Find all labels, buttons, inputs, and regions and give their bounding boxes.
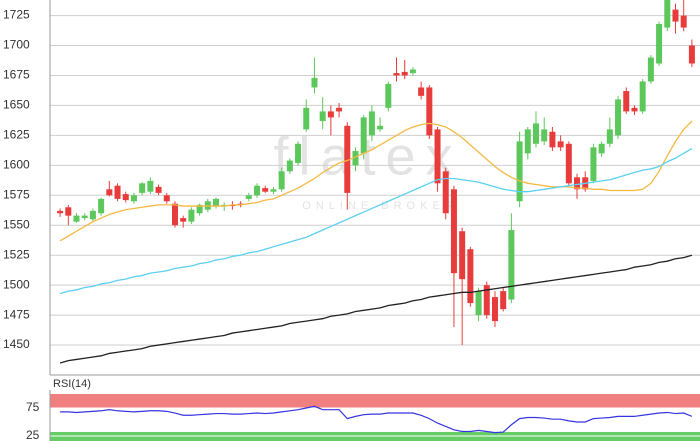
candle-body — [606, 129, 613, 144]
candle-body — [114, 185, 121, 199]
y-tick-label: 1475 — [3, 307, 30, 321]
candle-body — [213, 198, 219, 207]
candle-body — [467, 249, 474, 304]
candle-body — [533, 123, 539, 144]
candle-body — [65, 207, 72, 216]
candle-body — [409, 69, 416, 74]
candle-body — [574, 177, 581, 190]
candle-body — [483, 285, 490, 316]
y-tick-label: 1625 — [3, 128, 30, 142]
candle-body — [508, 230, 515, 300]
candle-body — [459, 231, 466, 280]
candle-body — [270, 189, 277, 192]
overbought-band — [50, 394, 700, 408]
candle-body — [565, 143, 572, 184]
candle-body — [664, 0, 671, 28]
candle-body — [598, 143, 605, 154]
candle-body — [57, 210, 64, 214]
candle-body — [615, 99, 622, 136]
candle-body — [500, 291, 507, 310]
candle-body — [491, 297, 498, 322]
candle-body — [385, 83, 392, 108]
moving-average — [59, 148, 693, 295]
candle-body — [319, 111, 326, 122]
candle-body — [475, 291, 482, 316]
candle-body — [155, 186, 162, 193]
watermark-tagline: ONLINE BROKER — [302, 200, 457, 212]
candle-body — [106, 189, 113, 196]
candle-body — [98, 198, 105, 214]
y-tick-label: 1600 — [3, 158, 30, 172]
candle-body — [89, 210, 96, 220]
y-tick-label: 25 — [26, 428, 40, 441]
moving-average — [59, 120, 693, 242]
candle-body — [278, 171, 285, 190]
y-tick-label: 1550 — [3, 217, 30, 231]
y-tick-label: 1700 — [3, 38, 30, 52]
candle-body — [623, 91, 630, 112]
candle-body — [557, 141, 564, 148]
candle-body — [639, 81, 646, 112]
candle-body — [549, 131, 556, 148]
candle-body — [442, 171, 449, 214]
candle-body — [139, 183, 146, 193]
candle-body — [344, 125, 351, 193]
candle-body — [516, 141, 523, 202]
candle-body — [426, 87, 433, 136]
candle-body — [631, 107, 638, 112]
candle-body — [418, 87, 425, 96]
candle-body — [647, 57, 654, 82]
candle-body — [360, 117, 367, 154]
y-tick-label: 1675 — [3, 68, 30, 82]
candle-body — [286, 160, 293, 172]
candle-body — [680, 15, 687, 28]
candle-body — [147, 180, 154, 192]
moving-average — [59, 254, 693, 364]
rsi-line — [60, 405, 693, 434]
candle-body — [590, 147, 597, 181]
candle-body — [688, 45, 695, 64]
y-tick-label: 1500 — [3, 277, 30, 291]
y-tick-label: 1725 — [3, 8, 30, 22]
candle-body — [73, 215, 80, 222]
candle-body — [450, 189, 457, 274]
candle-body — [262, 188, 269, 192]
candle-body — [180, 218, 187, 222]
candle-body — [303, 107, 310, 130]
candle-body — [672, 9, 679, 22]
oversold-band — [50, 431, 700, 441]
candle-body — [81, 215, 88, 219]
candle-body — [524, 129, 531, 154]
y-tick-label: 1575 — [3, 187, 30, 201]
candle-body — [656, 23, 663, 64]
rsi-title: RSI(14) — [53, 378, 91, 390]
y-tick-label: 1650 — [3, 98, 30, 112]
candle-body — [171, 203, 178, 226]
candle-body — [352, 150, 359, 166]
candle-body — [311, 77, 318, 88]
candle-body — [130, 195, 137, 202]
candle-body — [336, 107, 343, 112]
candle-body — [327, 111, 334, 118]
candle-body — [163, 195, 170, 202]
candle-body — [541, 129, 548, 142]
candle-body — [254, 185, 261, 196]
y-tick-label: 1525 — [3, 247, 30, 261]
candle-body — [196, 204, 203, 214]
candle-body — [377, 125, 384, 130]
candle-body — [401, 71, 408, 76]
y-tick-label: 1450 — [3, 337, 30, 351]
y-tick-label: 75 — [26, 400, 40, 414]
candle-body — [188, 209, 195, 222]
candle-body — [245, 195, 252, 199]
candle-body — [434, 129, 441, 184]
candle-body — [295, 143, 302, 163]
candle-body — [393, 73, 400, 76]
candle-body — [368, 111, 375, 136]
candle-body — [122, 194, 129, 201]
